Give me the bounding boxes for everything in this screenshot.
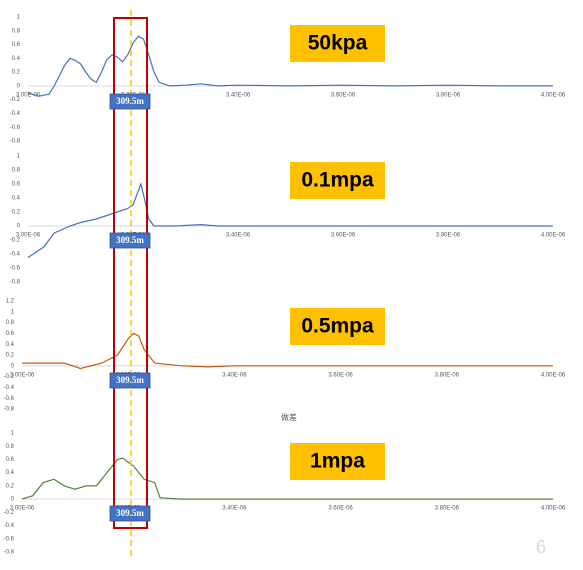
x-tick-label: 3.60E-06 (328, 372, 353, 378)
y-tick-label: 0 (11, 363, 15, 369)
x-tick-label: 3.40E-06 (222, 372, 247, 378)
y-tick-label: 0 (11, 497, 15, 503)
x-tick-label: 4.00E-06 (541, 233, 566, 239)
y-tick-label: -0.8 (4, 407, 15, 413)
overlays: 50kpa 309.5m 0.1mpa 309.5m 0.5mpa 309.5m 1mpa 3… (109, 25, 385, 522)
y-tick-label: -0.4 (10, 111, 21, 117)
y-tick-label: -0.4 (4, 523, 15, 529)
label-box (290, 25, 385, 62)
x-tick-label: 3.80E-06 (436, 92, 461, 98)
label-box (290, 162, 385, 199)
y-tick-label: -0.4 (10, 252, 21, 258)
y-tick-label: 0.4 (6, 342, 15, 348)
x-tick-label: 3.60E-06 (331, 233, 356, 239)
y-tick-label: 0.8 (6, 444, 15, 450)
y-tick-label: -0.8 (10, 139, 21, 145)
y-tick-label: 0.8 (12, 168, 21, 174)
marker-box (109, 232, 151, 249)
series-line (21, 457, 553, 500)
y-tick-label: 0.4 (12, 196, 21, 202)
panel-label: 0.1mpa (301, 169, 374, 192)
x-tick-label: 3.80E-06 (435, 372, 460, 378)
y-tick-label: -0.6 (4, 536, 15, 542)
marker-label: 309.5m (116, 96, 144, 106)
y-tick-label: 0.2 (12, 210, 21, 216)
highlight-box (113, 17, 148, 529)
panel-label: 0.5mpa (301, 315, 374, 338)
x-tick-label: 3.40E-06 (222, 506, 247, 512)
label-box (290, 308, 385, 345)
caption: 做差 (281, 412, 297, 422)
x-tick-label: 4.00E-06 (541, 506, 566, 512)
panel-label: 1mpa (310, 450, 365, 473)
y-tick-label: 0.8 (12, 28, 21, 34)
marker-label: 309.5m (116, 508, 144, 518)
x-tick-label: 3.80E-06 (435, 506, 460, 512)
x-tick-label: 4.00E-06 (541, 92, 566, 98)
x-tick-label: 3.00E-06 (10, 372, 35, 378)
x-tick-label: 3.60E-06 (328, 506, 353, 512)
y-tick-label: 0.2 (6, 483, 15, 489)
x-tick-label: 4.00E-06 (541, 372, 566, 378)
y-tick-label: -0.6 (10, 266, 21, 272)
y-tick-label: -0.2 (10, 97, 21, 103)
series-line (22, 332, 553, 370)
x-tick-label: 3.00E-06 (16, 92, 41, 98)
y-tick-label: 0.2 (6, 353, 15, 359)
x-tick-label: 3.40E-06 (226, 92, 251, 98)
y-tick-label: 1 (17, 15, 21, 21)
marker-box (109, 93, 151, 110)
y-tick-label: -0.8 (10, 280, 21, 286)
y-tick-label: -0.2 (4, 374, 15, 380)
y-tick-label: 0.6 (6, 331, 15, 337)
x-tick-label: 3.60E-06 (331, 92, 356, 98)
marker-label: 309.5m (116, 375, 144, 385)
y-tick-label: -0.2 (10, 238, 21, 244)
series-line (27, 35, 553, 97)
y-tick-label: -0.6 (4, 396, 15, 402)
y-tick-label: 0.4 (12, 56, 21, 62)
y-tick-label: 0.6 (12, 182, 21, 188)
y-tick-label: -0.8 (4, 550, 15, 556)
label-box (290, 443, 385, 480)
y-tick-label: 1 (11, 309, 15, 315)
y-tick-label: 1.2 (6, 299, 15, 305)
y-tick-label: 0.6 (6, 457, 15, 463)
y-tick-label: 0.2 (12, 70, 21, 76)
y-tick-label: 0.8 (6, 320, 15, 326)
plots: 1 0.8 0.6 0.4 0.2 0 -0.2 -0.4 -0.6 -0.8 3.00E-06 3.… (4, 15, 566, 556)
panel-label: 50kpa (308, 32, 368, 55)
y-tick-label: 1 (11, 431, 15, 437)
y-tick-label: 0.4 (6, 470, 15, 476)
x-tick-label: 3.80E-06 (436, 233, 461, 239)
x-tick-label: 3.00E-06 (16, 233, 41, 239)
marker-box (109, 372, 151, 389)
y-tick-label: 0 (17, 83, 21, 89)
y-tick-label: 1 (17, 154, 21, 160)
y-tick-label: -0.6 (10, 125, 21, 131)
y-tick-label: 0.6 (12, 42, 21, 48)
y-tick-label: -0.4 (4, 385, 15, 391)
page-number: 6 (536, 537, 546, 557)
marker-label: 309.5m (116, 235, 144, 245)
series-line (27, 181, 553, 258)
marker-box (109, 505, 151, 522)
y-tick-label: -0.2 (4, 510, 15, 516)
x-tick-label: 3.00E-06 (10, 506, 35, 512)
y-tick-label: 0 (17, 224, 21, 230)
x-tick-label: 3.40E-06 (226, 233, 251, 239)
